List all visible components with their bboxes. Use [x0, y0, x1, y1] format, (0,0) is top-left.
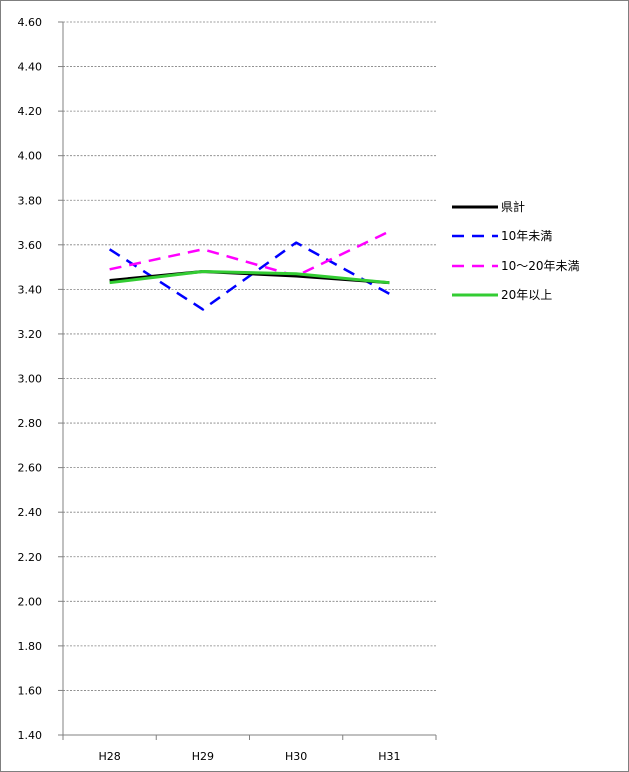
legend-label: 県計: [501, 199, 525, 214]
y-tick-label: 3.80: [18, 194, 43, 207]
y-tick-label: 3.40: [18, 283, 43, 296]
y-tick-label: 2.00: [18, 595, 43, 608]
series-line-3: [109, 270, 390, 285]
x-tick-label: H29: [192, 750, 214, 763]
y-tick-label: 3.00: [18, 373, 43, 386]
y-tick-label: 4.20: [18, 105, 43, 118]
y-tick-label: 3.20: [18, 328, 43, 341]
y-tick-label: 2.20: [18, 551, 43, 564]
y-tick-label: 1.60: [18, 684, 43, 697]
legend-label: 10〜20年未満: [501, 259, 580, 273]
series-line-1: [108, 241, 390, 311]
y-tick-label: 3.60: [18, 239, 43, 252]
y-tick-label: 2.60: [18, 462, 43, 475]
y-tick-label: 1.40: [18, 729, 43, 742]
y-tick-label: 4.40: [18, 61, 43, 74]
y-tick-label: 2.40: [18, 506, 43, 519]
x-tick-label: H31: [378, 750, 400, 763]
legend-label: 20年以上: [501, 288, 552, 302]
y-tick-label: 2.80: [18, 417, 43, 430]
series-line-2: [109, 230, 390, 278]
y-tick-label: 1.80: [18, 640, 43, 653]
x-tick-label: H28: [98, 750, 120, 763]
y-tick-label: 4.00: [18, 150, 43, 163]
legend-label: 10年未満: [501, 229, 552, 243]
x-tick-label: H30: [285, 750, 307, 763]
y-tick-label: 4.60: [18, 16, 43, 29]
